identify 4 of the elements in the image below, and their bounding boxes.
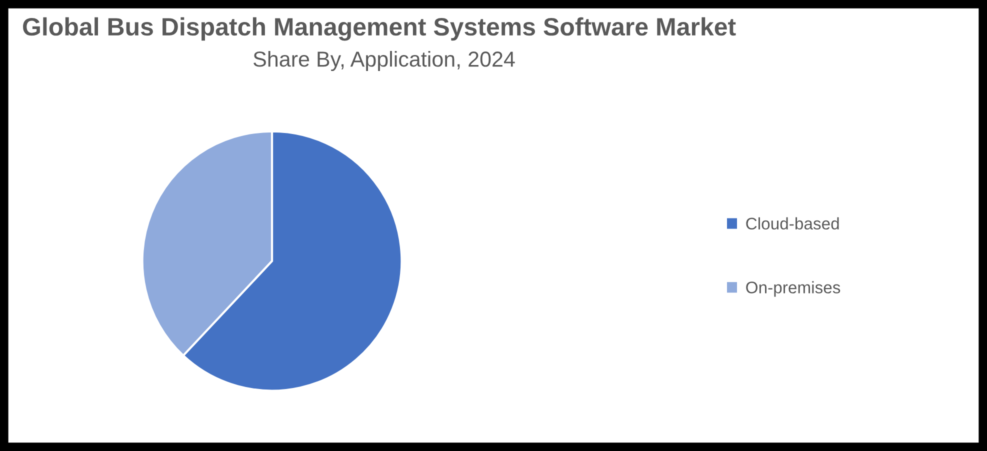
chart-subtitle: Share By, Application, 2024 <box>254 50 515 72</box>
chart-title: Global Bus Dispatch Management Systems Software Market <box>23 17 736 41</box>
legend-label: Cloud-based <box>746 217 839 230</box>
legend-label: On-premises <box>746 281 840 297</box>
